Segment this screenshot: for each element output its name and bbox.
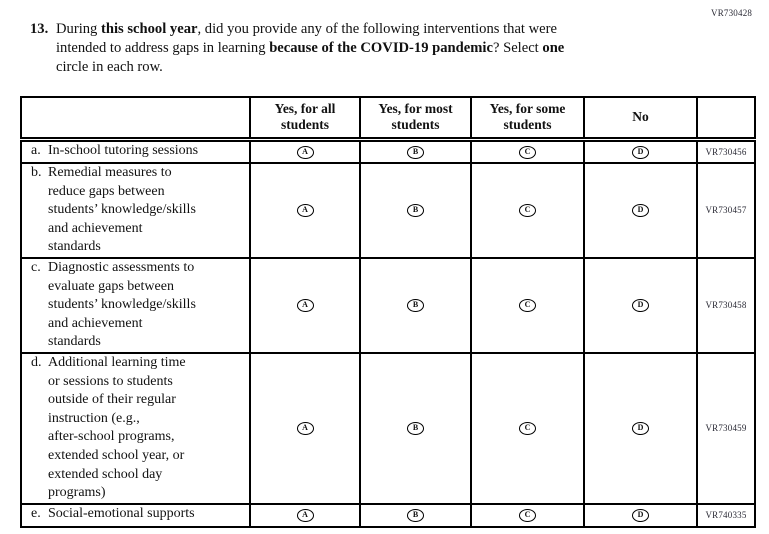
option-cell-b: B: [359, 502, 472, 528]
answer-circle-a[interactable]: A: [296, 145, 314, 159]
option-cell-a: A: [249, 351, 361, 505]
answer-circle-c[interactable]: C: [519, 422, 536, 436]
question-text: During this school year, did you provide…: [56, 20, 690, 77]
row-code: VR730457: [696, 162, 756, 259]
question-block: 13. During this school year, did you pro…: [30, 20, 690, 77]
question-number: 13.: [30, 21, 49, 37]
option-cell-d: D: [583, 138, 698, 164]
option-cell-b: B: [359, 256, 472, 354]
question-line: During this school year, did you provide…: [56, 21, 557, 37]
option-cell-c: C: [470, 502, 585, 528]
answer-circle-a[interactable]: A: [296, 299, 314, 313]
option-cell-c: C: [470, 138, 585, 164]
form-code-top: VR730428: [711, 8, 753, 18]
header-blank: [20, 96, 251, 142]
answer-circle-c[interactable]: C: [519, 204, 536, 218]
option-cell-d: D: [583, 502, 698, 528]
row-code: VR730456: [696, 138, 756, 164]
row-label-additional-learning-time: d. Additional learning time or sessions t…: [20, 351, 251, 505]
answer-circle-d[interactable]: D: [632, 145, 649, 159]
row-code: VR740335: [696, 502, 756, 528]
answer-circle-b[interactable]: B: [407, 299, 424, 313]
column-header-yes-some-students: Yes, for some students: [470, 96, 585, 142]
option-cell-d: D: [583, 351, 698, 505]
option-cell-c: C: [470, 162, 585, 259]
option-cell-a: A: [249, 502, 361, 528]
answer-circle-c[interactable]: C: [519, 145, 536, 159]
header-row: Yes, for all students Yes, for most stud…: [20, 96, 756, 142]
answer-circle-d[interactable]: D: [632, 299, 649, 313]
column-header-yes-all-students: Yes, for all students: [249, 96, 361, 142]
answer-table: Yes, for all students Yes, for most stud…: [20, 96, 756, 528]
table-row-c: c. Diagnostic assessments to evaluate gap…: [20, 256, 756, 354]
option-cell-a: A: [249, 256, 361, 354]
row-label-diagnostic-assessments: c. Diagnostic assessments to evaluate gap…: [20, 256, 251, 354]
option-cell-c: C: [470, 351, 585, 505]
table-row-b: b. Remedial measures to reduce gaps betwe…: [20, 162, 756, 259]
option-cell-a: A: [249, 162, 361, 259]
table-row-a: a. In-school tutoring sessions A B C D VR…: [20, 138, 756, 164]
question-line: intended to address gaps in learning bec…: [56, 40, 565, 56]
option-cell-b: B: [359, 138, 472, 164]
table-row-e: e. Social-emotional supports A B C D VR74…: [20, 502, 756, 528]
table-row-d: d. Additional learning time or sessions t…: [20, 351, 756, 505]
row-label-social-emotional-supports: e. Social-emotional supports: [20, 502, 251, 528]
answer-circle-b[interactable]: B: [407, 422, 424, 436]
column-header-no: No: [583, 96, 698, 142]
answer-circle-b[interactable]: B: [407, 204, 424, 218]
option-cell-b: B: [359, 162, 472, 259]
answer-circle-d[interactable]: D: [632, 204, 649, 218]
answer-circle-a[interactable]: A: [296, 204, 314, 218]
option-cell-c: C: [470, 256, 585, 354]
answer-circle-d[interactable]: D: [632, 422, 649, 436]
option-cell-d: D: [583, 162, 698, 259]
row-label-in-school-tutoring: a. In-school tutoring sessions: [20, 138, 251, 164]
row-code: VR730459: [696, 351, 756, 505]
answer-circle-b[interactable]: B: [407, 145, 424, 159]
column-header-yes-most-students: Yes, for most students: [359, 96, 472, 142]
row-label-remedial-measures: b. Remedial measures to reduce gaps betwe…: [20, 162, 251, 259]
answer-circle-c[interactable]: C: [519, 299, 536, 313]
option-cell-b: B: [359, 351, 472, 505]
answer-circle-d[interactable]: D: [632, 509, 649, 523]
answer-circle-a[interactable]: A: [296, 509, 314, 523]
option-cell-d: D: [583, 256, 698, 354]
answer-circle-b[interactable]: B: [407, 509, 424, 523]
option-cell-a: A: [249, 138, 361, 164]
answer-circle-c[interactable]: C: [519, 509, 536, 523]
row-code: VR730458: [696, 256, 756, 354]
question-line: circle in each row.: [56, 59, 163, 75]
header-code-blank: [696, 96, 756, 142]
answer-circle-a[interactable]: A: [296, 422, 314, 436]
